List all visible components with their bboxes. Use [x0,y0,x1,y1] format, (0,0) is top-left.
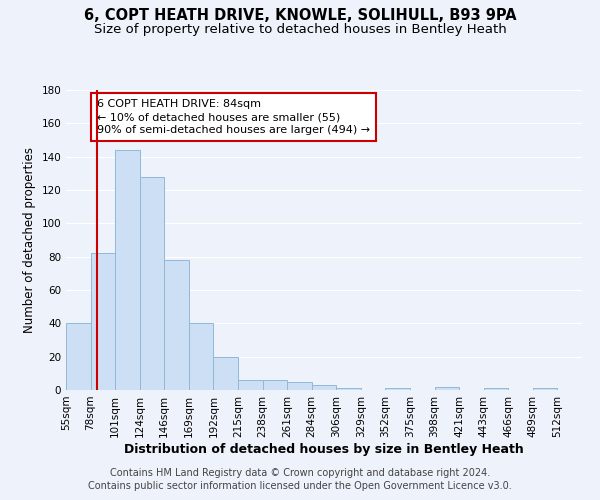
Y-axis label: Number of detached properties: Number of detached properties [23,147,36,333]
Bar [312,385,336,390]
Bar [434,386,459,390]
Bar [214,356,238,390]
Bar [164,260,189,390]
Bar [66,324,91,390]
Bar [189,324,214,390]
Bar [484,388,508,390]
Text: Contains HM Land Registry data © Crown copyright and database right 2024.: Contains HM Land Registry data © Crown c… [110,468,490,477]
Bar [140,176,164,390]
Bar [238,380,263,390]
Bar [385,388,410,390]
Bar [533,388,557,390]
Bar [91,254,115,390]
Text: 6 COPT HEATH DRIVE: 84sqm
← 10% of detached houses are smaller (55)
90% of semi-: 6 COPT HEATH DRIVE: 84sqm ← 10% of detac… [97,99,370,136]
Text: Distribution of detached houses by size in Bentley Heath: Distribution of detached houses by size … [124,442,524,456]
Bar [115,150,140,390]
Bar [287,382,312,390]
Text: Contains public sector information licensed under the Open Government Licence v3: Contains public sector information licen… [88,481,512,491]
Bar [336,388,361,390]
Text: Size of property relative to detached houses in Bentley Heath: Size of property relative to detached ho… [94,22,506,36]
Bar [263,380,287,390]
Text: 6, COPT HEATH DRIVE, KNOWLE, SOLIHULL, B93 9PA: 6, COPT HEATH DRIVE, KNOWLE, SOLIHULL, B… [83,8,517,22]
